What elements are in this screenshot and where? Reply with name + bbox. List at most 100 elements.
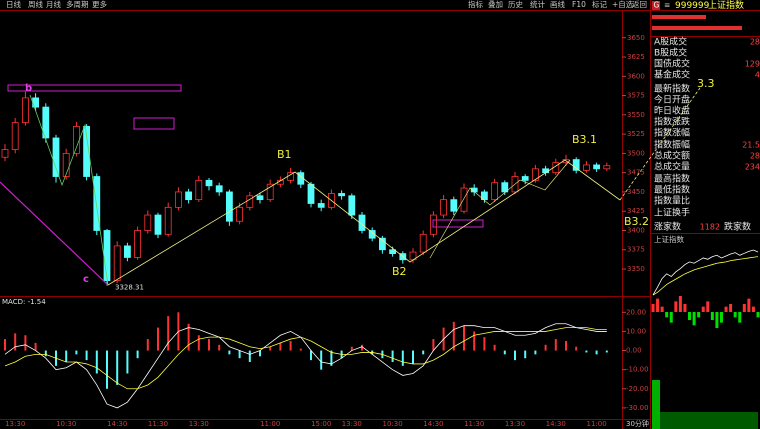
y-tick-label: 3375 bbox=[627, 246, 645, 254]
candle-body bbox=[338, 193, 346, 197]
candle-body bbox=[144, 214, 152, 231]
y-tick-label: 20.00 bbox=[626, 308, 646, 316]
mini-bar bbox=[656, 298, 660, 312]
candle-body bbox=[205, 179, 213, 187]
y-tick-label: 3625 bbox=[627, 53, 645, 61]
toolbar-button[interactable]: 标记 bbox=[592, 0, 607, 9]
candle-body bbox=[266, 183, 274, 201]
x-tick-label: 13:30 bbox=[189, 420, 209, 428]
mini-bar bbox=[719, 312, 723, 323]
quote-value: 28 bbox=[750, 38, 760, 47]
menu-icon[interactable]: ≡ bbox=[664, 1, 670, 10]
wave-label: B3.2 bbox=[624, 215, 649, 228]
y-tick-label: -20.00 bbox=[626, 385, 649, 393]
quote-label: 基金成交 bbox=[654, 69, 690, 81]
mini-bar bbox=[660, 306, 664, 312]
candle-body bbox=[83, 126, 90, 177]
wave-label: B3.1 bbox=[572, 133, 597, 146]
quote-label: 总成交额 bbox=[654, 150, 690, 162]
candle-body bbox=[113, 245, 121, 281]
period-label: 30分钟 bbox=[626, 419, 649, 428]
mini-bar bbox=[669, 312, 673, 323]
candle-body bbox=[491, 182, 499, 201]
toolbar-button[interactable]: 返回 bbox=[632, 0, 647, 9]
x-tick-label: 11:30 bbox=[464, 420, 484, 428]
stock-code: 999999 bbox=[675, 1, 710, 11]
candle-body bbox=[164, 206, 172, 235]
quote-value: 234 bbox=[745, 163, 760, 172]
quote-label: 今日开盘 bbox=[654, 94, 690, 106]
x-tick-label: 11:00 bbox=[260, 420, 280, 428]
candle-body bbox=[225, 191, 233, 222]
mini-bar bbox=[692, 312, 696, 326]
candle-body bbox=[93, 176, 101, 231]
toolbar-button[interactable]: 画线 bbox=[550, 0, 565, 9]
mini-line bbox=[652, 249, 759, 296]
wave-label: b bbox=[25, 83, 32, 94]
candle-body bbox=[378, 237, 386, 251]
x-tick-label: 11:00 bbox=[587, 420, 607, 428]
y-tick-label: 3500 bbox=[627, 149, 645, 157]
y-tick-label: 3550 bbox=[627, 111, 645, 119]
x-tick-label: 10:30 bbox=[56, 420, 76, 428]
toolbar-button[interactable]: 叠加 bbox=[488, 0, 503, 9]
macd-line bbox=[4, 327, 607, 390]
box bbox=[432, 219, 484, 228]
volume-block bbox=[652, 380, 660, 429]
candle-body bbox=[185, 191, 193, 201]
y-tick-label: 3650 bbox=[627, 34, 645, 42]
wave-drawings bbox=[0, 84, 701, 286]
y-tick-label: 10.00 bbox=[626, 327, 646, 335]
breadth-label: 跌家数 bbox=[724, 221, 751, 233]
candle-body bbox=[501, 182, 509, 193]
candle-body bbox=[73, 126, 80, 154]
toolbar-button[interactable]: 月线 bbox=[46, 0, 61, 9]
quote-label: 总成交量 bbox=[654, 161, 690, 173]
quote-value: 4 bbox=[755, 71, 760, 80]
toolbar-button[interactable]: F10 bbox=[572, 0, 586, 9]
candle-body bbox=[348, 195, 356, 216]
y-tick-label: 3575 bbox=[627, 92, 645, 100]
x-tick-label: 10:30 bbox=[383, 420, 403, 428]
quote-value: 28 bbox=[750, 152, 760, 161]
wave-line bbox=[29, 94, 109, 286]
y-tick-label: 3600 bbox=[627, 72, 645, 80]
toolbar-button[interactable]: 日线 bbox=[6, 0, 21, 9]
toolbar-button[interactable]: 统计 bbox=[530, 0, 545, 9]
x-tick-label: 15:00 bbox=[311, 420, 331, 428]
candle-body bbox=[583, 164, 590, 171]
candle-body bbox=[195, 179, 203, 201]
candle-body bbox=[460, 187, 468, 212]
mini-bar bbox=[706, 301, 710, 312]
candle-body bbox=[419, 233, 427, 253]
toolbar-button[interactable]: 周线 bbox=[28, 0, 43, 9]
mini-bar bbox=[715, 312, 719, 328]
macd-line bbox=[4, 323, 607, 409]
y-tick-label: -10.00 bbox=[626, 366, 649, 374]
quote-label: B股成交 bbox=[654, 47, 687, 59]
candle-body bbox=[236, 206, 244, 222]
panel-decor bbox=[652, 15, 758, 429]
candle-body bbox=[542, 168, 549, 174]
mini-bar bbox=[674, 301, 678, 312]
wave-label: B2 bbox=[392, 265, 407, 278]
candle-body bbox=[215, 185, 223, 193]
toolbar-button[interactable]: 更多 bbox=[92, 0, 107, 9]
candle-body bbox=[174, 191, 182, 208]
quote-label: 最新指数 bbox=[654, 83, 690, 95]
quote-label: 昨日收盘 bbox=[654, 105, 690, 117]
y-tick-label: 3450 bbox=[627, 188, 645, 196]
candle-body bbox=[603, 165, 611, 170]
candle-body bbox=[532, 168, 539, 181]
toolbar-button[interactable]: 指标 bbox=[468, 0, 483, 9]
quote-label: 国债成交 bbox=[654, 58, 690, 70]
toolbar-button[interactable]: 历史 bbox=[508, 0, 523, 9]
wave-line bbox=[107, 159, 621, 286]
mini-bar bbox=[665, 312, 669, 318]
candle-body bbox=[307, 183, 315, 204]
candle-body bbox=[134, 230, 142, 258]
candle-body bbox=[154, 214, 162, 235]
toolbar-button[interactable]: 多周期 bbox=[66, 0, 89, 9]
wave-label: B1 bbox=[277, 148, 292, 161]
toolbar-button[interactable]: +自选 bbox=[612, 0, 634, 9]
